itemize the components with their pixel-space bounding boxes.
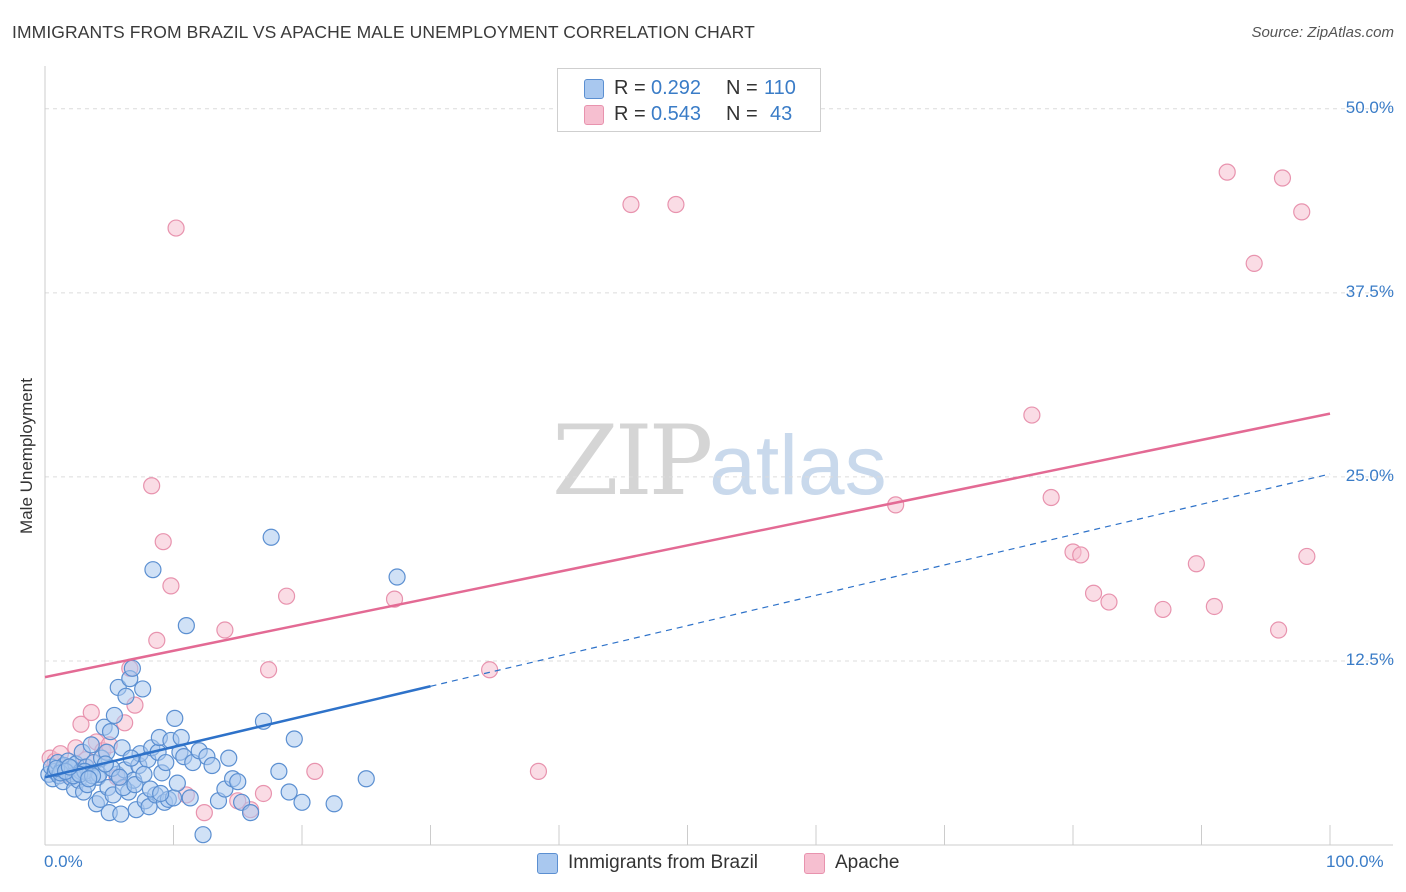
brazil-swatch-icon — [584, 79, 604, 99]
y-axis-label: Male Unemployment — [17, 378, 36, 534]
apache-point — [162, 577, 180, 595]
brazil-n-value: 110 — [764, 77, 796, 99]
x-tick-min: 0.0% — [44, 852, 83, 871]
n-label: N = — [726, 103, 758, 125]
brazil-point — [168, 774, 186, 792]
brazil-points — [40, 528, 406, 844]
brazil-point — [157, 753, 175, 772]
apache-point — [277, 587, 296, 605]
y-tick-label: 12.5% — [1345, 649, 1394, 669]
apache-point — [1187, 555, 1205, 573]
apache-point — [254, 784, 273, 803]
r-label: R = — [614, 77, 646, 99]
apache-point — [1293, 203, 1311, 221]
correlation-legend: R = 0.292 N = 110 R = 0.543 N = 43 — [557, 68, 821, 132]
apache-point — [1100, 593, 1118, 611]
apache-point — [1084, 584, 1103, 602]
apache-point — [167, 219, 185, 237]
brazil-point — [181, 789, 199, 807]
apache-n-value: 43 — [770, 103, 793, 125]
brazil-point — [101, 723, 120, 741]
trend-lines — [44, 412, 1331, 779]
apache-point — [1245, 254, 1263, 273]
brazil-r-value: 0.292 — [651, 77, 702, 99]
brazil-point — [105, 706, 123, 725]
brazil-point — [293, 793, 311, 811]
brazil-point — [325, 795, 343, 813]
chart-title: IMMIGRANTS FROM BRAZIL VS APACHE MALE UN… — [12, 22, 755, 42]
brazil-point — [135, 765, 153, 783]
brazil-point — [242, 804, 260, 822]
brazil-point — [270, 762, 288, 780]
brazil-point — [152, 784, 170, 803]
apache-point — [385, 590, 404, 608]
apache-point — [1269, 621, 1288, 639]
apache-point — [1072, 546, 1090, 564]
brazil-point — [262, 528, 280, 546]
n-label: N = — [726, 77, 758, 99]
brazil-trend-line — [44, 685, 431, 779]
apache-legend-label: Apache — [835, 852, 900, 873]
apache-point — [154, 533, 172, 551]
brazil-point — [123, 659, 141, 677]
apache-point — [1042, 488, 1060, 507]
brazil-point — [134, 680, 152, 698]
brazil-point — [177, 617, 195, 635]
apache-point — [195, 804, 213, 822]
apache-point — [143, 477, 161, 495]
brazil-point — [110, 768, 129, 786]
y-tick-label: 25.0% — [1345, 465, 1394, 485]
grid-lines — [45, 108, 1393, 662]
apache-point — [72, 715, 90, 733]
brazil-point — [144, 561, 162, 579]
brazil-point — [82, 736, 100, 754]
apache-trend-line — [44, 412, 1331, 679]
brazil-legend-icon — [537, 853, 558, 874]
apache-point — [1218, 163, 1236, 181]
r-label: R = — [614, 103, 646, 125]
apache-point — [259, 661, 278, 679]
brazil-point — [203, 756, 221, 775]
apache-point — [1273, 169, 1292, 187]
apache-point — [622, 195, 640, 214]
apache-point — [306, 762, 324, 780]
apache-point — [667, 195, 685, 214]
brazil-point — [117, 687, 135, 705]
brazil-point — [112, 805, 130, 823]
brazil-point — [285, 730, 303, 748]
apache-point — [148, 631, 166, 649]
brazil-legend-label: Immigrants from Brazil — [568, 852, 759, 873]
apache-point — [216, 621, 234, 639]
brazil-point — [388, 568, 406, 586]
brazil-point — [220, 749, 238, 767]
apache-point — [1298, 547, 1316, 566]
apache-point — [529, 762, 548, 780]
brazil-point — [80, 770, 98, 788]
brazil-point — [280, 783, 298, 801]
brazil-point — [229, 773, 247, 791]
apache-swatch-icon — [584, 105, 604, 125]
x-tick-max: 100.0% — [1326, 852, 1384, 871]
brazil-point — [357, 770, 375, 788]
source-label[interactable]: Source: ZipAtlas.com — [1251, 24, 1394, 41]
axes — [44, 66, 1393, 846]
apache-point — [82, 703, 100, 722]
apache-points — [41, 163, 1316, 822]
apache-point — [1154, 600, 1172, 619]
y-tick-label: 50.0% — [1345, 97, 1394, 117]
apache-point — [1023, 406, 1041, 424]
brazil-point — [194, 826, 212, 844]
apache-point — [1205, 597, 1223, 616]
apache-r-value: 0.543 — [651, 103, 702, 125]
apache-legend-icon — [804, 853, 825, 874]
apache-point — [481, 661, 499, 679]
brazil-trend-extension — [430, 473, 1331, 687]
y-tick-label: 37.5% — [1345, 281, 1394, 301]
brazil-point — [166, 709, 184, 727]
